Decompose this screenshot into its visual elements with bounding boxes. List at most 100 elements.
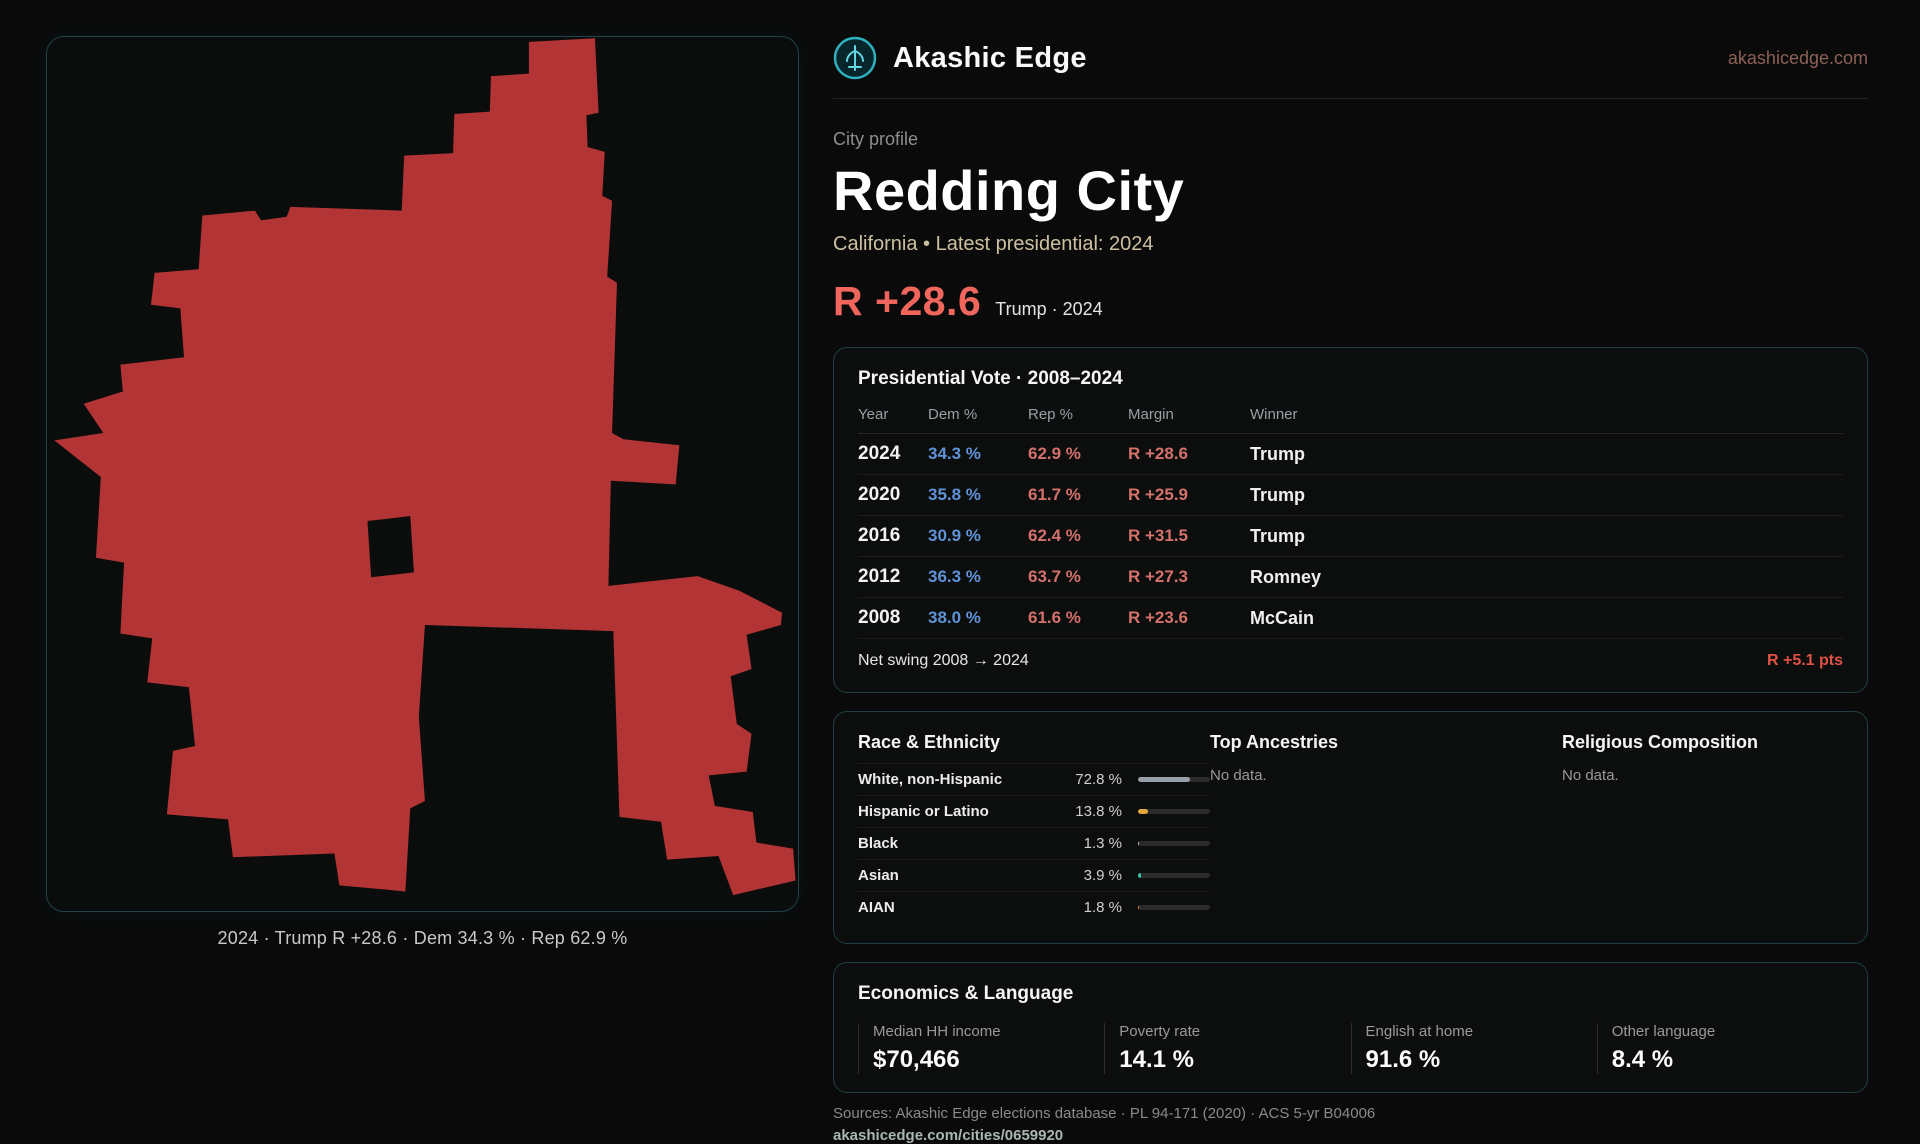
headline-margin: R +28.6 Trump · 2024: [833, 278, 1868, 325]
stat-poverty-rate: Poverty rate 14.1 %: [1104, 1023, 1350, 1074]
race-value: 1.3 %: [1083, 835, 1122, 852]
top-ancestries-section: Top Ancestries No data.: [1210, 732, 1562, 923]
vote-row: 2016 30.9 % 62.4 % R +31.5 Trump: [858, 515, 1843, 557]
year-cell: 2020: [858, 474, 928, 516]
rep-cell: 62.4 %: [1028, 515, 1128, 557]
race-bar-track: [1138, 841, 1210, 846]
page-title: Redding City: [833, 159, 1185, 222]
sources-text: Sources: Akashic Edge elections database…: [833, 1105, 1376, 1122]
race-rows: White, non-Hispanic 72.8 % Hispanic or L…: [858, 763, 1210, 923]
vote-row: 2008 38.0 % 61.6 % R +23.6 McCain: [858, 597, 1843, 639]
col-dem: Dem %: [928, 398, 1028, 434]
permalink-link[interactable]: akashicedge.com/cities/0659920: [833, 1127, 1064, 1144]
race-ethnicity-section: Race & Ethnicity White, non-Hispanic 72.…: [858, 732, 1210, 923]
dem-cell: 30.9 %: [928, 515, 1028, 557]
winner-cell: Trump: [1250, 515, 1843, 557]
year-cell: 2016: [858, 515, 928, 557]
top-ancestries-title: Top Ancestries: [1210, 732, 1339, 752]
akashic-edge-logo-icon: [833, 36, 877, 80]
race-row: White, non-Hispanic 72.8 %: [858, 764, 1210, 796]
race-value: 13.8 %: [1075, 803, 1122, 820]
profile-eyebrow: City profile: [833, 129, 919, 149]
race-label: Hispanic or Latino: [858, 803, 989, 820]
race-value: 72.8 %: [1075, 771, 1122, 788]
dem-cell: 36.3 %: [928, 556, 1028, 598]
year-cell: 2024: [858, 433, 928, 475]
site-domain-link[interactable]: akashicedge.com: [1727, 47, 1868, 68]
dem-cell: 34.3 %: [928, 433, 1028, 475]
vote-row: 2024 34.3 % 62.9 % R +28.6 Trump: [858, 433, 1843, 475]
vote-row: 2012 36.3 % 63.7 % R +27.3 Romney: [858, 556, 1843, 598]
page-footer: Sources: Akashic Edge elections database…: [833, 1105, 1868, 1144]
race-label: Asian: [858, 867, 899, 884]
year-cell: 2012: [858, 556, 928, 598]
race-label: White, non-Hispanic: [858, 771, 1003, 788]
net-swing-row: Net swing 2008 → 2024 R +5.1 pts: [858, 639, 1843, 672]
dem-cell: 35.8 %: [928, 474, 1028, 516]
economics-title: Economics & Language: [858, 983, 1074, 1004]
race-value: 1.8 %: [1083, 899, 1122, 916]
race-bar-fill: [1138, 841, 1139, 846]
content-column: Akashic Edge akashicedge.com City profil…: [833, 36, 1868, 1144]
race-bar-fill: [1138, 777, 1191, 782]
city-map-panel: [46, 36, 799, 912]
demographics-card: Race & Ethnicity White, non-Hispanic 72.…: [833, 711, 1868, 944]
map-column: 2024 · Trump R +28.6 · Dem 34.3 % · Rep …: [46, 36, 799, 1080]
rep-cell: 63.7 %: [1028, 556, 1128, 598]
religious-composition-empty: No data.: [1562, 767, 1619, 784]
margin-cell: R +23.6: [1128, 597, 1250, 639]
margin-cell: R +27.3: [1128, 556, 1250, 598]
race-bar-track: [1138, 873, 1210, 878]
religious-composition-section: Religious Composition No data.: [1562, 732, 1843, 923]
page: 2024 · Trump R +28.6 · Dem 34.3 % · Rep …: [46, 36, 1868, 1144]
race-ethnicity-title: Race & Ethnicity: [858, 732, 1001, 752]
margin-cell: R +25.9: [1128, 474, 1250, 516]
race-value: 3.9 %: [1083, 867, 1122, 884]
race-row: AIAN 1.8 %: [858, 892, 1210, 923]
stat-value: $70,466: [873, 1046, 960, 1073]
vote-card-title: Presidential Vote · 2008–2024: [858, 368, 1123, 389]
stat-label: Poverty rate: [1119, 1023, 1201, 1040]
vote-row: 2020 35.8 % 61.7 % R +25.9 Trump: [858, 474, 1843, 516]
race-bar-fill: [1138, 905, 1140, 910]
col-year: Year: [858, 398, 928, 434]
top-ancestries-empty: No data.: [1210, 767, 1267, 784]
stat-median-hh-income: Median HH income $70,466: [858, 1023, 1104, 1074]
stat-label: English at home: [1365, 1023, 1474, 1040]
margin-cell: R +31.5: [1128, 515, 1250, 557]
stat-other-language: Other language 8.4 %: [1596, 1023, 1843, 1074]
winner-cell: Trump: [1250, 433, 1843, 475]
race-bar-track: [1138, 777, 1210, 782]
net-swing-label: Net swing 2008 → 2024: [858, 652, 1029, 669]
net-swing-value: R +5.1 pts: [1766, 652, 1843, 669]
col-margin: Margin: [1128, 398, 1250, 434]
stat-value: 14.1 %: [1119, 1046, 1194, 1073]
col-rep: Rep %: [1028, 398, 1128, 434]
race-label: AIAN: [858, 899, 895, 916]
city-map: [54, 38, 796, 896]
presidential-vote-card: Presidential Vote · 2008–2024 Year Dem %…: [833, 347, 1868, 693]
race-row: Asian 3.9 %: [858, 860, 1210, 892]
brand-title: Akashic Edge: [893, 41, 1087, 74]
dem-cell: 38.0 %: [928, 597, 1028, 639]
winner-cell: Romney: [1250, 556, 1843, 598]
margin-cell: R +28.6: [1128, 433, 1250, 475]
race-bar-track: [1138, 905, 1210, 910]
religious-composition-title: Religious Composition: [1562, 732, 1758, 752]
rep-cell: 61.7 %: [1028, 474, 1128, 516]
stat-english-at-home: English at home 91.6 %: [1350, 1023, 1597, 1074]
rep-cell: 62.9 %: [1028, 433, 1128, 475]
race-bar-track: [1138, 809, 1210, 814]
race-bar-fill: [1138, 809, 1148, 814]
stat-value: 8.4 %: [1611, 1046, 1674, 1073]
stat-label: Other language: [1611, 1023, 1716, 1040]
col-winner: Winner: [1250, 398, 1843, 434]
margin-value: R +28.6: [833, 278, 982, 324]
economics-card: Economics & Language Median HH income $7…: [833, 962, 1868, 1093]
vote-table: Year Dem % Rep % Margin Winner 2024 34.3…: [858, 398, 1843, 639]
winner-cell: Trump: [1250, 474, 1843, 516]
race-row: Black 1.3 %: [858, 828, 1210, 860]
race-bar-fill: [1138, 873, 1141, 878]
stat-label: Median HH income: [873, 1023, 1001, 1040]
race-label: Black: [858, 835, 899, 852]
